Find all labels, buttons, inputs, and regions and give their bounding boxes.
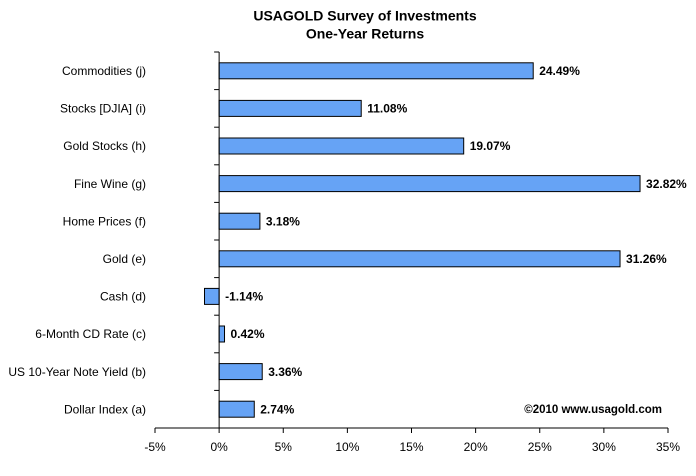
value-label: 19.07% xyxy=(470,139,511,153)
value-label: 3.18% xyxy=(266,214,300,228)
x-tick-label: 15% xyxy=(399,440,423,454)
x-tick-label: -5% xyxy=(144,440,166,454)
bar xyxy=(204,287,220,305)
y-tick-label: 6-Month CD Rate (c) xyxy=(35,327,146,341)
y-tick-label: Commodities (j) xyxy=(62,64,146,78)
bar xyxy=(218,212,261,230)
chart-title: USAGOLD Survey of Investments xyxy=(253,8,476,24)
y-tick-label: Gold Stocks (h) xyxy=(63,139,146,153)
bar xyxy=(218,250,621,268)
y-tick-label: Stocks [DJIA] (i) xyxy=(60,102,146,116)
bar xyxy=(218,62,534,80)
bar xyxy=(218,363,263,381)
x-tick-label: 30% xyxy=(592,440,616,454)
x-tick-label: 5% xyxy=(275,440,293,454)
value-label: 3.36% xyxy=(268,365,302,379)
value-label: 11.08% xyxy=(367,102,407,116)
bar xyxy=(218,400,255,418)
value-label: 32.82% xyxy=(646,177,687,191)
x-tick-label: 35% xyxy=(656,440,680,454)
y-tick-label: Gold (e) xyxy=(103,252,146,266)
bar xyxy=(218,99,362,117)
y-tick-label: Home Prices (f) xyxy=(63,214,146,228)
x-tick-label: 0% xyxy=(210,440,228,454)
annotation: ©2010 www.usagold.com xyxy=(524,404,662,416)
bar xyxy=(218,325,226,343)
x-tick-label: 10% xyxy=(335,440,359,454)
value-label: 24.49% xyxy=(539,64,580,78)
value-label: 0.42% xyxy=(231,327,265,341)
y-tick-label: Fine Wine (g) xyxy=(74,177,146,191)
bar xyxy=(218,175,641,193)
x-tick-label: 25% xyxy=(528,440,552,454)
value-label: 2.74% xyxy=(260,402,294,416)
x-tick-label: 20% xyxy=(464,440,488,454)
chart-subtitle: One-Year Returns xyxy=(306,26,424,42)
y-tick-label: US 10-Year Note Yield (b) xyxy=(8,365,146,379)
y-tick-label: Dollar Index (a) xyxy=(64,402,146,416)
bar xyxy=(218,137,465,155)
value-label: 31.26% xyxy=(626,252,667,266)
y-tick-label: Cash (d) xyxy=(100,290,146,304)
value-label: -1.14% xyxy=(225,290,263,304)
